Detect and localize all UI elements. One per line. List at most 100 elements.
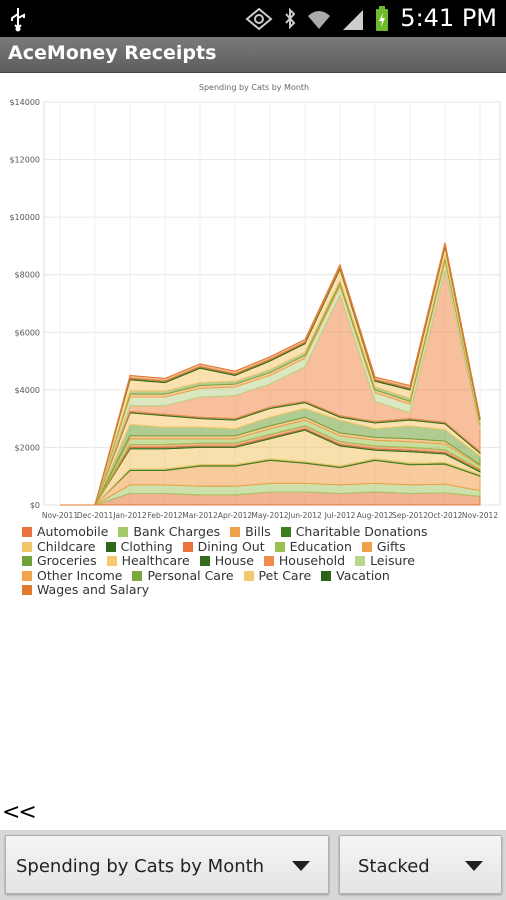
legend-swatch (22, 527, 32, 537)
legend-item: Healthcare (106, 553, 190, 569)
x-tick-label: Apr-2012 (218, 511, 253, 520)
legend-item: Other Income (22, 567, 123, 584)
legend-swatch (230, 527, 241, 537)
legend-item: Education (274, 538, 352, 555)
signal-icon (341, 6, 365, 36)
x-tick-label: Nov-2012 (462, 511, 498, 520)
legend-label: Groceries (37, 553, 97, 568)
x-tick-label: Mar-2012 (182, 511, 218, 520)
y-tick-label: $2000 (15, 443, 40, 452)
legend-label: Childcare (37, 538, 96, 554)
chart-title: Spending by Cats by Month (199, 83, 309, 92)
legend-swatch (22, 556, 32, 566)
legend-swatch (263, 556, 274, 566)
legend-item: Automobile (22, 524, 109, 540)
x-tick-label: May-2012 (251, 511, 288, 520)
legend-label: Gifts (376, 538, 406, 554)
bluetooth-icon (283, 6, 297, 36)
legend-swatch (106, 556, 117, 566)
legend-item: Bills (230, 524, 271, 540)
legend-label: House (214, 553, 254, 568)
legend-item: House (199, 553, 254, 569)
wifi-icon (306, 6, 332, 36)
legend-swatch (199, 556, 210, 566)
legend-label: Vacation (336, 567, 390, 583)
area-series-wages-and-salary (60, 242, 481, 506)
y-tick-label: $10000 (9, 213, 40, 222)
legend-swatch (361, 541, 372, 552)
x-tick-label: Aug-2012 (357, 511, 394, 520)
bottom-controls: Spending by Cats by Month Stacked (0, 830, 506, 900)
spending-chart: Spending by Cats by Month $0 $2000 $4000 $6… (9, 83, 501, 520)
legend-label: Clothing (120, 538, 173, 554)
x-tick-label: Jan-2012 (112, 511, 147, 520)
legend-label: Personal Care (147, 567, 234, 583)
legend-label: Household (278, 553, 346, 568)
chevron-down-icon (292, 861, 310, 871)
vibrate-icon (244, 6, 274, 36)
legend-item: Bank Charges (118, 524, 221, 540)
legend-item: Household (263, 553, 346, 569)
legend-label: Automobile (37, 524, 109, 539)
legend-label: Healthcare (121, 553, 190, 568)
chart-area: Spending by Cats by Month $0 $2000 $4000 $6… (0, 72, 506, 592)
usb-icon (9, 6, 27, 36)
legend-item: Leisure (355, 553, 415, 569)
legend-swatch (22, 541, 32, 552)
chevron-down-icon (465, 861, 483, 871)
y-tick-label: $8000 (15, 271, 40, 280)
y-tick-label: $6000 (15, 328, 40, 337)
legend-swatch (243, 570, 254, 581)
legend-item: Charitable Donations (280, 524, 428, 540)
x-tick-label: Dec-2011 (77, 511, 114, 520)
legend-item: Vacation (321, 567, 390, 584)
y-tick-label: $12000 (9, 156, 40, 165)
status-bar: 5:41 PM (0, 0, 506, 37)
x-tick-label: Nov-2011 (42, 511, 78, 520)
legend-label: Leisure (370, 553, 415, 568)
legend-item: Personal Care (132, 567, 234, 584)
legend-swatch (321, 570, 332, 581)
legend-label: Pet Care (258, 567, 312, 583)
legend-item: Groceries (22, 553, 97, 569)
chart-legend: Automobile Bank Charges Bills Charitable Do… (22, 524, 492, 598)
legend-label: Bills (245, 524, 271, 539)
legend-swatch (182, 541, 193, 552)
legend-label: Other Income (37, 567, 123, 583)
legend-swatch (274, 541, 285, 552)
battery-icon (374, 5, 390, 37)
chart-mode-select[interactable]: Stacked (339, 835, 502, 894)
chart-mode-label: Stacked (358, 856, 430, 877)
app-title-bar: AceMoney Receipts (0, 37, 506, 73)
legend-swatch (355, 556, 366, 566)
y-tick-label: $0 (30, 501, 40, 510)
legend-label: Education (289, 538, 352, 554)
app-title: AceMoney Receipts (8, 42, 217, 64)
clock: 5:41 PM (400, 4, 497, 32)
legend-item: Childcare (22, 538, 96, 555)
legend-label: Dining Out (197, 538, 265, 554)
y-tick-label: $4000 (15, 386, 40, 395)
x-tick-label: Sep-2012 (392, 511, 428, 520)
x-tick-label: Jun-2012 (287, 511, 322, 520)
legend-label: Wages and Salary (37, 582, 150, 597)
legend-label: Charitable Donations (295, 524, 428, 539)
report-type-select[interactable]: Spending by Cats by Month (5, 835, 329, 894)
x-tick-label: Jul-2012 (324, 511, 356, 520)
back-button[interactable]: << (2, 800, 37, 825)
legend-swatch (105, 541, 116, 552)
x-tick-label: Oct-2012 (428, 511, 463, 520)
legend-item: Gifts (361, 538, 406, 555)
legend-item: Wages and Salary (22, 582, 150, 598)
legend-swatch (22, 570, 32, 581)
legend-swatch (118, 527, 129, 537)
y-tick-label: $14000 (9, 98, 40, 107)
report-type-label: Spending by Cats by Month (16, 856, 265, 877)
legend-swatch (280, 527, 291, 537)
legend-item: Dining Out (182, 538, 265, 555)
legend-item: Clothing (105, 538, 173, 555)
legend-label: Bank Charges (133, 524, 221, 539)
legend-swatch (132, 570, 143, 581)
x-tick-label: Feb-2012 (147, 511, 182, 520)
legend-swatch (22, 585, 32, 595)
